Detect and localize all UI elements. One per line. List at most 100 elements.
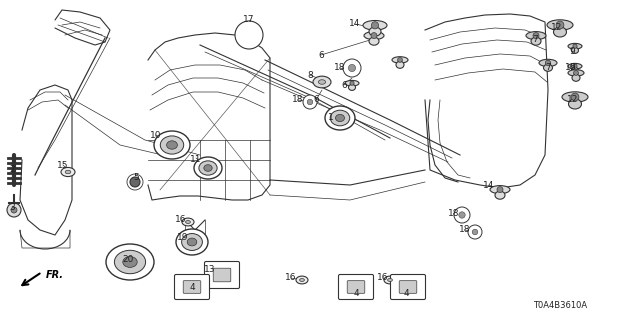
Ellipse shape — [363, 20, 387, 30]
Text: 7: 7 — [545, 63, 551, 73]
Ellipse shape — [65, 170, 71, 174]
Text: 5: 5 — [133, 173, 139, 182]
Text: 18: 18 — [292, 95, 304, 105]
FancyBboxPatch shape — [213, 268, 231, 282]
Ellipse shape — [182, 234, 202, 251]
Text: 16: 16 — [285, 274, 297, 283]
Ellipse shape — [319, 80, 326, 84]
Ellipse shape — [526, 32, 546, 40]
Text: 6: 6 — [341, 81, 347, 90]
Ellipse shape — [554, 27, 566, 37]
FancyBboxPatch shape — [205, 261, 239, 289]
Text: 9: 9 — [569, 47, 575, 57]
Circle shape — [573, 44, 577, 48]
Text: 14: 14 — [483, 180, 495, 189]
Ellipse shape — [490, 186, 510, 194]
FancyBboxPatch shape — [347, 281, 365, 293]
Text: 4: 4 — [403, 289, 409, 298]
Circle shape — [497, 187, 503, 193]
Ellipse shape — [199, 161, 217, 175]
Ellipse shape — [384, 276, 396, 284]
FancyBboxPatch shape — [339, 275, 374, 300]
Ellipse shape — [187, 238, 197, 246]
Ellipse shape — [388, 278, 392, 282]
Circle shape — [343, 59, 361, 77]
Ellipse shape — [194, 157, 222, 179]
Ellipse shape — [539, 59, 557, 67]
Ellipse shape — [330, 110, 349, 126]
Text: 4: 4 — [353, 289, 359, 298]
Ellipse shape — [176, 229, 208, 255]
FancyBboxPatch shape — [183, 281, 201, 293]
Ellipse shape — [562, 92, 588, 102]
Text: 16: 16 — [565, 63, 577, 73]
Circle shape — [371, 22, 379, 29]
Ellipse shape — [166, 141, 177, 149]
Ellipse shape — [369, 27, 381, 36]
Text: 13: 13 — [204, 266, 216, 275]
Circle shape — [348, 64, 356, 72]
Text: 3: 3 — [9, 204, 15, 212]
FancyBboxPatch shape — [390, 275, 426, 300]
Ellipse shape — [182, 218, 194, 226]
Ellipse shape — [495, 191, 505, 199]
Ellipse shape — [154, 131, 190, 159]
Circle shape — [307, 99, 313, 105]
Text: T0A4B3610A: T0A4B3610A — [533, 300, 587, 309]
Text: 1: 1 — [328, 114, 334, 123]
Ellipse shape — [186, 220, 191, 223]
Text: FR.: FR. — [46, 270, 64, 280]
Circle shape — [7, 203, 21, 217]
Text: 11: 11 — [190, 156, 202, 164]
Circle shape — [454, 207, 470, 223]
Ellipse shape — [160, 136, 184, 154]
Circle shape — [545, 60, 550, 66]
Ellipse shape — [568, 63, 582, 69]
Circle shape — [573, 64, 577, 68]
Ellipse shape — [61, 167, 75, 177]
Text: 15: 15 — [57, 161, 68, 170]
Text: 16: 16 — [175, 215, 187, 225]
Text: 18: 18 — [460, 226, 471, 235]
Text: 12: 12 — [567, 95, 579, 105]
Ellipse shape — [572, 47, 579, 53]
Text: 10: 10 — [150, 131, 162, 140]
Text: 19: 19 — [177, 234, 189, 243]
Circle shape — [397, 58, 403, 62]
Ellipse shape — [325, 106, 355, 130]
Text: 20: 20 — [122, 255, 134, 265]
FancyBboxPatch shape — [175, 275, 209, 300]
Ellipse shape — [204, 165, 212, 171]
Text: 14: 14 — [349, 20, 361, 28]
Ellipse shape — [345, 80, 359, 86]
Circle shape — [130, 177, 140, 187]
FancyBboxPatch shape — [399, 281, 417, 293]
Circle shape — [303, 95, 317, 109]
Circle shape — [468, 225, 482, 239]
Text: 4: 4 — [189, 284, 195, 292]
Ellipse shape — [313, 76, 331, 88]
Text: 6: 6 — [313, 95, 319, 105]
Ellipse shape — [115, 250, 146, 274]
Text: 18: 18 — [334, 63, 346, 73]
Ellipse shape — [349, 84, 355, 90]
Ellipse shape — [568, 70, 584, 76]
Ellipse shape — [531, 37, 541, 45]
Text: 16: 16 — [377, 274, 388, 283]
Text: 17: 17 — [243, 15, 255, 25]
Ellipse shape — [123, 257, 137, 268]
Text: 8: 8 — [307, 70, 313, 79]
Ellipse shape — [568, 44, 582, 49]
Circle shape — [533, 33, 539, 39]
Text: 18: 18 — [448, 209, 460, 218]
Circle shape — [472, 229, 478, 235]
Ellipse shape — [392, 57, 408, 63]
Circle shape — [11, 207, 17, 213]
Ellipse shape — [335, 114, 344, 122]
Ellipse shape — [106, 244, 154, 280]
Text: 12: 12 — [551, 23, 563, 33]
Circle shape — [350, 81, 354, 85]
Circle shape — [571, 93, 579, 101]
Ellipse shape — [296, 276, 308, 284]
Circle shape — [573, 70, 579, 75]
